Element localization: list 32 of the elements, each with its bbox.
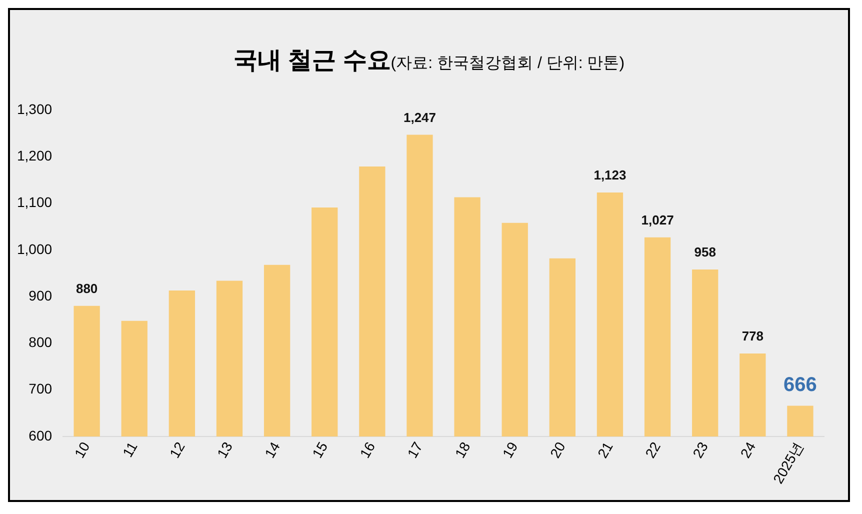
data-label: 1,123 (594, 168, 626, 183)
x-tick-label: 19 (499, 438, 521, 461)
x-tick-label: 14 (261, 438, 284, 461)
y-tick-label: 1,200 (16, 148, 52, 164)
y-tick-label: 700 (28, 380, 52, 397)
y-tick-label: 1,300 (16, 100, 52, 117)
data-label: 666 (784, 374, 817, 396)
chart-subtitle: (자료: 한국철강협회 / 단위: 만톤) (390, 55, 625, 72)
x-tick-label: 13 (214, 438, 236, 461)
data-label: 778 (742, 328, 764, 344)
x-tick-label: 22 (642, 438, 664, 461)
x-tick-label: 10 (71, 438, 93, 461)
x-tick-label: 15 (308, 438, 331, 461)
y-tick-label: 900 (28, 287, 52, 304)
y-tick-label: 1,000 (16, 240, 52, 257)
y-tick-label: 1,100 (16, 194, 52, 210)
y-tick-label: 800 (28, 334, 52, 350)
x-tick-label: 24 (736, 438, 759, 461)
y-tick-label: 600 (28, 427, 52, 444)
data-label: 1,247 (403, 110, 436, 125)
data-label: 1,027 (641, 212, 674, 228)
x-tick-label: 18 (452, 438, 474, 461)
data-label: 880 (76, 280, 98, 296)
x-tick-label: 21 (594, 438, 616, 461)
x-tick-label: 20 (546, 438, 568, 461)
chart-title: 국내 철근 수요 (233, 47, 391, 74)
x-tick-label: 12 (166, 438, 188, 461)
x-tick-label: 23 (689, 438, 712, 461)
x-tick-label: 16 (356, 438, 378, 461)
x-tick-label: 11 (119, 438, 140, 460)
data-label: 958 (694, 244, 716, 260)
x-tick-label: 17 (404, 438, 426, 461)
